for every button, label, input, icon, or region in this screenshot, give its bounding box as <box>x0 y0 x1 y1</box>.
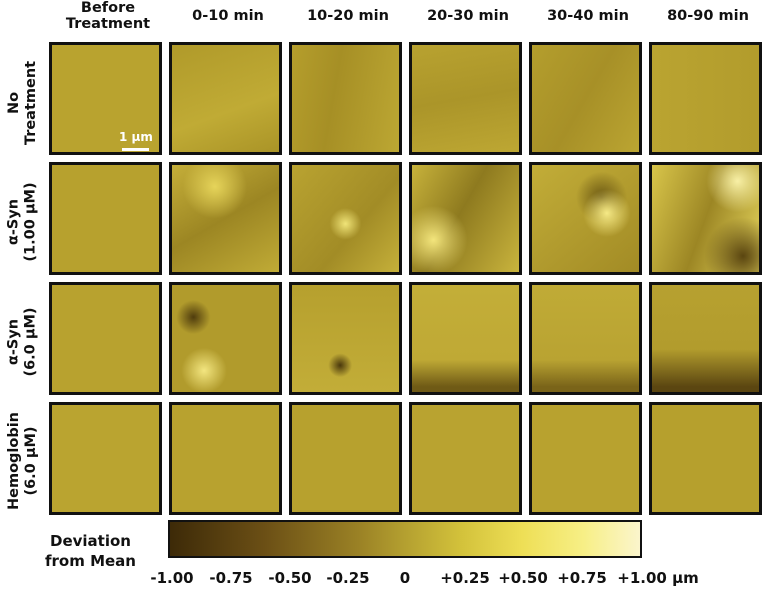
colorbar-tick: +0.25 <box>440 569 490 587</box>
row-header-asyn-6: α-Syn (6.0 μM) <box>6 307 39 377</box>
afm-image-hemoglobin-20-30 <box>409 402 522 515</box>
colorbar-tick: +1.00 μm <box>617 569 699 587</box>
row-header-hemoglobin: Hemoglobin (6.0 μM) <box>6 411 39 511</box>
afm-image-hemoglobin-10-20 <box>289 402 402 515</box>
afm-image-hemoglobin-0-10 <box>169 402 282 515</box>
afm-image-asyn-1-20-30 <box>409 162 522 275</box>
afm-image-no-treatment-before <box>49 42 162 155</box>
afm-image-no-treatment-20-30 <box>409 42 522 155</box>
afm-image-asyn-1-30-40 <box>529 162 642 275</box>
afm-image-asyn-6-10-20 <box>289 282 402 395</box>
afm-image-asyn-6-before <box>49 282 162 395</box>
colorbar-tick: +0.50 <box>498 569 548 587</box>
afm-image-asyn-1-0-10 <box>169 162 282 275</box>
afm-image-hemoglobin-80-90 <box>649 402 762 515</box>
column-header-before: Before Treatment <box>65 0 151 32</box>
colorbar <box>168 520 642 558</box>
column-header-0-10: 0-10 min <box>192 8 264 24</box>
row-header-no-treatment: No Treatment <box>6 60 40 146</box>
column-header-10-20: 10-20 min <box>307 8 389 24</box>
colorbar-tick: 0 <box>399 569 411 587</box>
afm-image-asyn-6-20-30 <box>409 282 522 395</box>
afm-image-no-treatment-10-20 <box>289 42 402 155</box>
scale-bar <box>122 148 149 151</box>
column-header-80-90: 80-90 min <box>667 8 749 24</box>
colorbar-tick: -0.25 <box>326 569 370 587</box>
colorbar-tick: +0.75 <box>557 569 607 587</box>
afm-image-asyn-6-30-40 <box>529 282 642 395</box>
afm-image-asyn-1-80-90 <box>649 162 762 275</box>
afm-image-no-treatment-30-40 <box>529 42 642 155</box>
colorbar-tick: -0.75 <box>209 569 253 587</box>
scale-bar-label: 1 μm <box>119 130 153 144</box>
afm-image-asyn-6-0-10 <box>169 282 282 395</box>
afm-image-asyn-1-10-20 <box>289 162 402 275</box>
afm-image-asyn-1-before <box>49 162 162 275</box>
afm-image-hemoglobin-before <box>49 402 162 515</box>
column-header-30-40: 30-40 min <box>547 8 629 24</box>
afm-image-asyn-6-80-90 <box>649 282 762 395</box>
column-header-20-30: 20-30 min <box>427 8 509 24</box>
colorbar-tick: -0.50 <box>268 569 312 587</box>
afm-image-no-treatment-80-90 <box>649 42 762 155</box>
afm-image-no-treatment-0-10 <box>169 42 282 155</box>
colorbar-tick: -1.00 <box>150 569 194 587</box>
colorbar-title: Deviation from Mean <box>45 532 136 570</box>
afm-image-hemoglobin-30-40 <box>529 402 642 515</box>
row-header-asyn-1: α-Syn (1.00 μM) <box>6 182 39 262</box>
